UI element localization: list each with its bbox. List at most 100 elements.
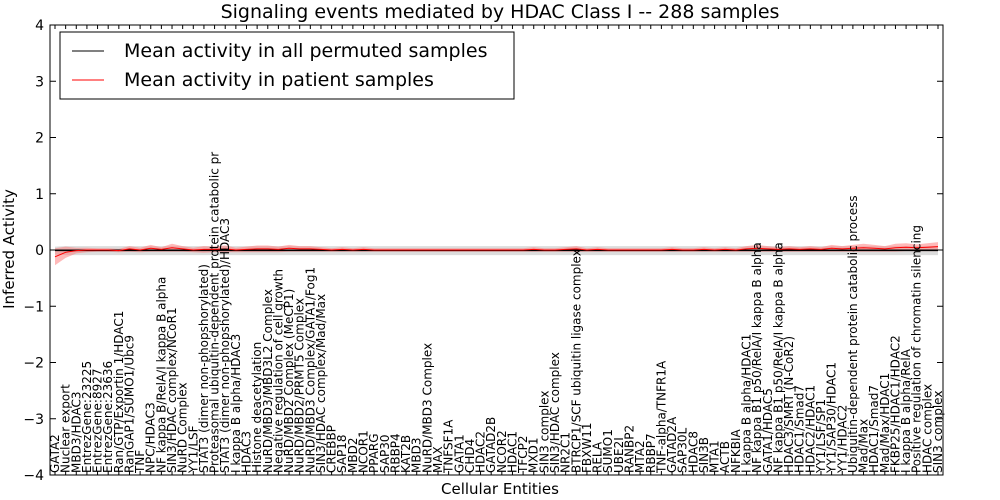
category-label: HDAC1 — [506, 431, 520, 473]
y-tick-label: 2 — [35, 131, 44, 147]
category-label: NuRD/MBD3 Complex — [420, 343, 434, 473]
category-label: TFCP2 — [516, 436, 530, 474]
category-label: MAX — [431, 446, 445, 473]
category-label: SIN3/HDAC complex/NCoR1 — [165, 307, 179, 473]
category-label: NFKBIA — [729, 428, 743, 473]
category-label: Nuclear export — [59, 384, 73, 473]
category-label: NPC/HDAC3 — [144, 402, 158, 473]
plot-frame — [49, 24, 944, 476]
category-label: EntrezGene:8927 — [91, 369, 105, 474]
category-label: HDAC1/Smad7 — [793, 385, 807, 473]
category-label: SIN3/HDAC complex/Mad/Max — [314, 294, 328, 473]
category-label: SIN3 complex — [537, 391, 551, 473]
category-label: SUMO1 — [601, 429, 615, 473]
category-label: Ubiquitin-dependent protein catabolic pr… — [846, 195, 860, 473]
category-label: HDAC8 — [686, 431, 700, 473]
category-label: NF kappa B/RelA/I kappa B alpha — [154, 277, 168, 473]
category-label: HDAC complex — [920, 384, 934, 473]
category-label: Negative regulation of cell growth — [271, 269, 285, 473]
legend-label-permuted: Mean activity in all permuted samples — [124, 40, 487, 62]
legend-label-patient: Mean activity in patient samples — [124, 69, 434, 91]
category-label: I kappa B alpha/RelA — [899, 348, 913, 473]
category-label: BTRCP1/SCF ubiquitin ligase complex — [569, 249, 583, 473]
category-label: PPARG — [367, 433, 381, 473]
category-label: YY1/SAP30/HDAC1 — [825, 362, 839, 474]
category-label: RBBP4 — [388, 433, 402, 473]
category-label: RBBP7 — [644, 433, 658, 473]
category-label: CREBBP — [325, 425, 339, 473]
x-axis-label: Cellular Entities — [441, 480, 559, 498]
category-label: YY1/LSF — [186, 425, 200, 474]
category-label: FKBP25/HDAC1/HDAC2 — [888, 335, 902, 473]
category-label: SAP30 — [378, 434, 392, 473]
category-label: Histone deacetylation — [250, 342, 264, 473]
category-label: GATA2 — [48, 434, 62, 473]
y-tick-label: −3 — [23, 412, 44, 428]
category-label: CHD4 — [463, 439, 477, 473]
category-label: Ran/GTP/Exportin 1/HDAC1 — [112, 311, 126, 473]
category-label: I kappa B alpha/HDAC3 — [229, 334, 243, 473]
y-tick-label: 1 — [35, 187, 44, 203]
category-label: TNF-alpha/TNFR1A — [654, 360, 668, 474]
category-label: NR2C1 — [559, 432, 573, 473]
category-label: Proteasomal ubiquitin-dependent protein … — [208, 152, 222, 473]
category-label: Mad/Max/HDAC1 — [878, 373, 892, 473]
y-tick-label: 0 — [35, 243, 44, 259]
category-label: SAP30L — [676, 427, 690, 473]
category-label: GATA1/HDAC5 — [761, 388, 775, 473]
category-label: HDAC3/SMRT (N-CoR2) — [782, 336, 796, 473]
category-label: SIN3/HDAC complex — [548, 352, 562, 473]
axis-ticks: −4 −3 −2 −1 0 1 2 3 4 — [23, 18, 943, 484]
y-tick-label: 3 — [35, 74, 44, 90]
category-label: SIN3 complex — [931, 391, 945, 473]
category-label: HDAC2 — [474, 431, 488, 473]
category-label: UBE2I — [612, 437, 626, 473]
y-axis-label: Inferred Activity — [0, 189, 18, 309]
category-label: MTA1 — [708, 440, 722, 473]
category-label: NF kappa B1 p50/RelA/I kappa B alpha — [750, 242, 764, 473]
category-label: RELA — [591, 441, 605, 473]
category-label: TNFSF1A — [442, 419, 456, 474]
category-label: NuRD/MBD3 Complex/GATA1/Fog1 — [303, 267, 317, 473]
category-label: MBD3 — [410, 438, 424, 473]
category-label: RanGAP1/SUMO1/Ubc9 — [123, 335, 137, 473]
category-label: GATAD2B — [484, 417, 498, 473]
category-label: YY1/LSF/SP1 — [814, 399, 828, 474]
category-label: TNF — [133, 450, 147, 474]
category-label: I kappa B alpha/HDAC1 — [740, 334, 754, 473]
category-label: NuRD Complex — [176, 382, 190, 473]
category-label: FBXW11 — [580, 423, 594, 474]
category-label: MXD1 — [527, 438, 541, 473]
category-label: NCOR1 — [357, 430, 371, 473]
category-label: NF kappa B1 p50/RelA/I kappa B alpha — [771, 242, 785, 473]
y-tick-label: −2 — [23, 356, 44, 372]
legend: Mean activity in all permuted samples Me… — [59, 31, 515, 100]
category-label: NCOR2 — [495, 430, 509, 473]
category-label: NuRD/MBD3/MBD3L2 Complex — [261, 289, 275, 473]
patient-band — [55, 242, 938, 266]
category-label: STAT3 (dimer non-phopshorylated)/HDAC3 — [218, 218, 232, 473]
category-label: GATA1 — [452, 434, 466, 473]
patient-series-line — [54, 246, 939, 258]
category-label: MTA2 — [633, 440, 647, 473]
category-label: MBD3/HDAC3 — [69, 391, 83, 473]
category-label: Mad/Max — [857, 419, 871, 473]
category-label: ACTB — [718, 441, 732, 473]
category-label: YY1/HDAC2 — [835, 405, 849, 474]
category-label: RANBP2 — [623, 425, 637, 473]
category-label: KAT2B — [399, 435, 413, 473]
category-label: NuRD/MBD2 Complex (MeCP1) — [282, 289, 296, 473]
category-label: GATAD2A — [665, 416, 679, 473]
y-tick-label: −4 — [23, 468, 44, 484]
legend-box — [59, 31, 515, 100]
series-lines — [50, 246, 943, 258]
confidence-bands — [55, 242, 938, 266]
category-label: STAT3 (dimer non-phopshorylated) — [197, 264, 211, 473]
category-label: Positive regulation of chromatin silenci… — [910, 225, 924, 473]
category-label: HDAC1/Smad7 — [867, 385, 881, 473]
y-tick-label: −1 — [23, 299, 44, 315]
category-label: SIN3B — [697, 437, 711, 473]
category-label: SAP18 — [335, 434, 349, 473]
